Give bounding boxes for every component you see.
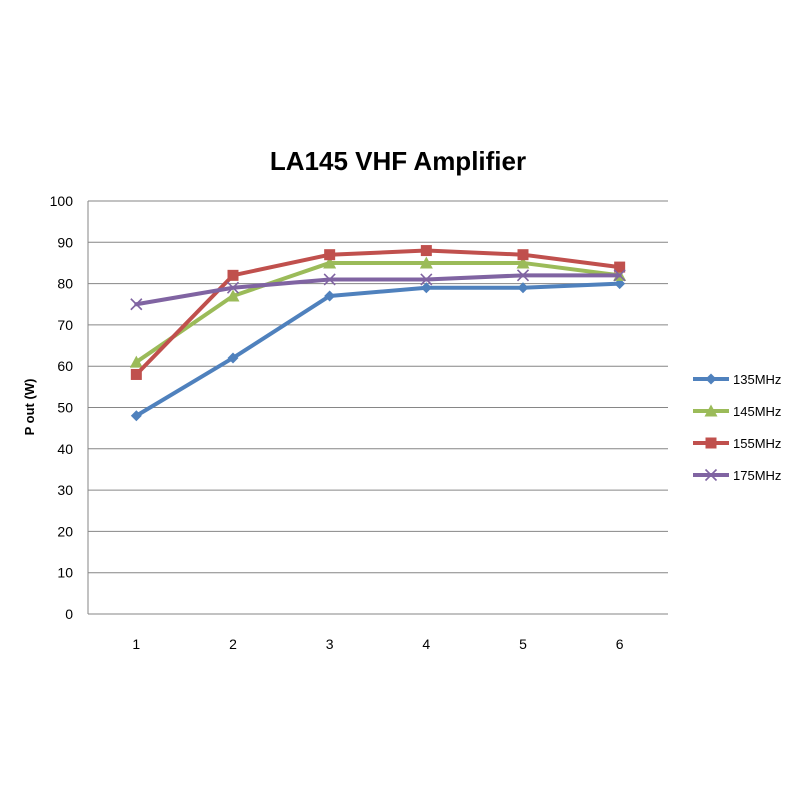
data-point: [516, 256, 530, 269]
legend-label: 135MHz: [733, 372, 781, 387]
y-tick-label: 70: [57, 317, 73, 333]
data-point: [420, 273, 433, 286]
legend-item: 175MHz: [693, 468, 781, 483]
x-tick-label: 2: [229, 636, 237, 652]
x-tick-label: 6: [616, 636, 624, 652]
legend-marker: [704, 468, 718, 482]
y-tick-label: 80: [57, 276, 73, 292]
data-point: [226, 289, 240, 302]
data-point: [613, 269, 626, 282]
y-tick-label: 20: [57, 523, 73, 539]
axes: 0 10 20 30 40 50 60 70 80 90 100 1 2 3 4 5 6: [50, 193, 668, 652]
x-tick-label: 1: [132, 636, 140, 652]
y-tick-label: 50: [57, 400, 73, 416]
data-point: [226, 281, 240, 294]
legend-label: 145MHz: [733, 404, 781, 419]
data-point: [516, 269, 530, 282]
y-tick-label: 30: [57, 482, 73, 498]
series-lines: [129, 245, 627, 422]
legend-label: 175MHz: [733, 468, 781, 483]
series-135MHz: [130, 278, 626, 422]
data-point: [614, 261, 626, 273]
series-line: [134, 260, 622, 365]
series-145MHz: [129, 256, 627, 368]
data-point: [517, 282, 529, 294]
legend-item: 145MHz: [693, 404, 781, 419]
data-point: [517, 249, 529, 261]
gridlines: [88, 200, 668, 574]
legend-marker: [704, 404, 718, 417]
data-point: [323, 273, 336, 286]
y-tick-label: 100: [50, 193, 74, 209]
y-tick-label: 10: [57, 565, 73, 581]
data-point: [324, 290, 336, 302]
x-tick-label: 3: [326, 636, 334, 652]
data-point: [419, 256, 433, 269]
series-line: [134, 273, 622, 307]
data-point: [420, 282, 432, 294]
legend-label: 155MHz: [733, 436, 781, 451]
data-point: [129, 355, 143, 368]
y-axis-label: P out (W): [22, 379, 37, 436]
legend-marker: [705, 373, 717, 385]
series-175MHz: [130, 269, 626, 311]
x-tick-label: 4: [422, 636, 430, 652]
data-point: [227, 352, 239, 364]
legend: 135MHz 145MHz 155MHz 175MHz: [693, 372, 781, 483]
data-point: [130, 410, 142, 422]
data-point: [130, 368, 142, 380]
y-tick-label: 60: [57, 358, 73, 374]
chart-title: LA145 VHF Amplifier: [270, 146, 526, 176]
data-point: [420, 245, 432, 257]
data-point: [324, 249, 336, 261]
data-point: [323, 256, 337, 269]
legend-item: 135MHz: [693, 372, 781, 387]
y-tick-label: 40: [57, 441, 73, 457]
data-point: [130, 298, 143, 311]
x-tick-label: 5: [519, 636, 527, 652]
data-point: [614, 278, 626, 290]
series-line: [134, 281, 622, 418]
data-point: [227, 269, 239, 281]
legend-item: 155MHz: [693, 436, 781, 451]
legend-marker: [705, 437, 717, 449]
y-tick-label: 90: [57, 234, 73, 250]
y-tick-label: 0: [65, 606, 73, 622]
